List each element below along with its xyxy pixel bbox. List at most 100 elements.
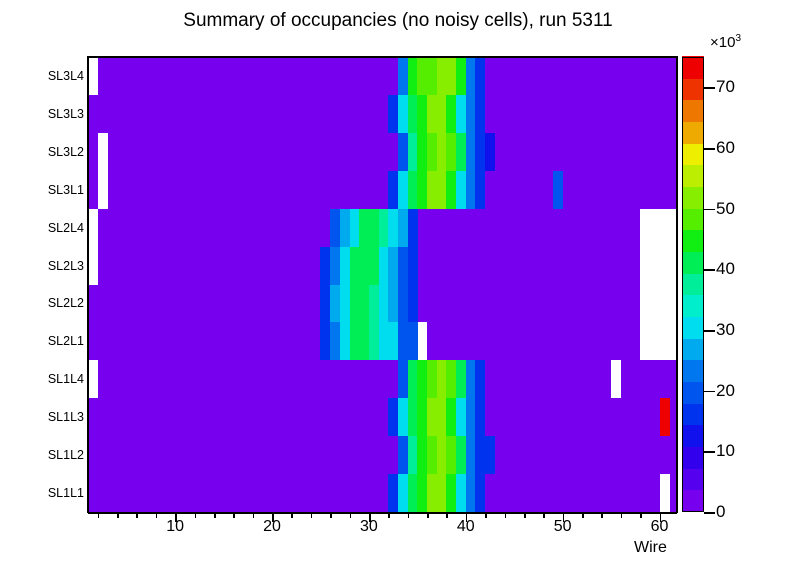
x-axis-major-tick [272,512,274,522]
x-axis-tick-label: 60 [650,518,669,535]
x-axis-minor-tick [233,512,235,518]
y-axis-label-sl3l1: SL3L1 [47,182,84,197]
x-axis-tick-labels: 10 20 30 40 50 60 [0,518,796,542]
colorbar-band [682,446,704,469]
y-axis-label-sl2l3: SL2L3 [47,258,84,273]
colorbar-tick-label: 10 [716,441,735,461]
colorbar-band [682,359,704,382]
x-axis-tick-label: 50 [553,518,572,535]
y-axis-label-sl2l4: SL2L4 [47,220,84,235]
x-axis-major-tick [465,512,468,522]
x-axis-minor-tick [582,512,584,518]
x-axis-minor-tick [620,512,623,518]
x-axis-minor-tick [310,512,313,518]
y-axis-label-sl1l2: SL1L2 [47,448,84,463]
colorbar-band [682,489,704,512]
x-axis-minor-tick [349,512,352,518]
y-axis-label-sl3l2: SL3L2 [47,144,84,159]
x-axis-minor-tick [427,512,429,518]
colorbar-band [682,78,704,101]
colorbar-band [682,294,704,317]
x-axis-minor-tick [543,512,545,518]
x-axis-minor-tick [485,512,487,518]
y-axis-label-sl2l2: SL2L2 [47,296,84,311]
colorbar-tick-label: 70 [716,77,735,97]
colorbar-band [682,316,704,339]
colorbar-multiplier-base: ×10 [710,34,736,51]
y-axis-label-sl1l4: SL1L4 [47,372,84,387]
colorbar-band [682,468,704,491]
frame-top [88,56,677,58]
x-axis-minor-tick [194,512,197,518]
colorbar-band [682,56,704,79]
colorbar-band [682,273,704,296]
x-axis-major-tick [562,512,565,522]
x-axis-minor-tick [117,512,119,518]
x-axis-minor-tick [446,512,448,518]
colorbar-band [682,99,704,122]
colorbar-tick [704,208,715,211]
colorbar-band [682,403,704,426]
x-axis-tick-label: 20 [263,518,281,535]
frame-bottom [88,512,677,514]
colorbar-tick [704,390,715,393]
colorbar-tick-label: 40 [716,259,735,279]
x-axis-minor-tick [291,512,294,518]
y-axis-label-sl3l3: SL3L3 [47,106,84,121]
colorbar [682,56,704,512]
x-axis-minor-tick [155,512,158,518]
x-axis-ticks [88,512,677,524]
colorbar-ticks [704,57,716,514]
heatmap-cells [88,57,676,512]
colorbar-band [682,229,704,252]
colorbar-tick-label: 20 [716,380,735,400]
page-title: Summary of occupancies (no noisy cells),… [183,10,613,31]
colorbar-tick [704,87,715,89]
colorbar-tick [704,330,715,332]
x-axis-major-tick [175,512,177,522]
colorbar-multiplier-exponent: 3 [735,33,742,44]
y-axis-label-sl1l1: SL1L1 [47,486,84,501]
colorbar-band [682,338,704,361]
x-axis-minor-tick [388,512,390,518]
x-axis-minor-tick [97,512,100,518]
x-axis-minor-tick [523,512,526,518]
colorbar-band [682,186,704,209]
colorbar-tick [704,512,715,514]
colorbar-band [682,143,704,166]
x-axis-tick-label: 40 [456,518,475,535]
colorbar-band [682,381,704,404]
y-axis-labels: SL3L4 SL3L3 SL3L2 SL3L1 SL2L4 SL2L3 SL2L2 SL2L1… [18,57,84,512]
frame-left [87,56,89,513]
x-axis-tick-label: 30 [360,518,378,535]
y-axis-label-sl1l3: SL1L3 [47,410,84,425]
x-axis-minor-tick [640,512,642,518]
frame-right [676,56,678,513]
colorbar-band [682,251,704,274]
x-axis-tick-label: 10 [166,518,185,535]
y-axis-label-sl2l1: SL2L1 [47,334,84,349]
colorbar-tick-label: 50 [716,198,735,218]
colorbar-tick [704,148,715,150]
x-axis-minor-tick [601,512,603,518]
x-axis-minor-tick [330,512,332,518]
colorbar-tick-label: 30 [716,320,735,339]
colorbar-tick [704,451,715,453]
colorbar-band [682,164,704,187]
x-axis-minor-tick [213,512,216,518]
x-axis-minor-tick [407,512,410,518]
y-axis-label-sl3l4: SL3L4 [47,68,84,83]
colorbar-tick-label: 0 [716,502,726,521]
colorbar-band [682,121,704,144]
x-axis-minor-tick [252,512,255,518]
colorbar-band [682,424,704,447]
x-axis-major-tick [659,512,662,522]
colorbar-tick [704,269,715,271]
colorbar-tick-label: 60 [716,138,735,157]
colorbar-tick-labels: 0 10 20 30 40 50 60 70 [716,57,786,521]
x-axis-major-tick [368,512,371,522]
colorbar-band [682,208,704,231]
heatmap-plot-area [88,57,676,512]
colorbar-multiplier: ×103 [710,33,741,51]
